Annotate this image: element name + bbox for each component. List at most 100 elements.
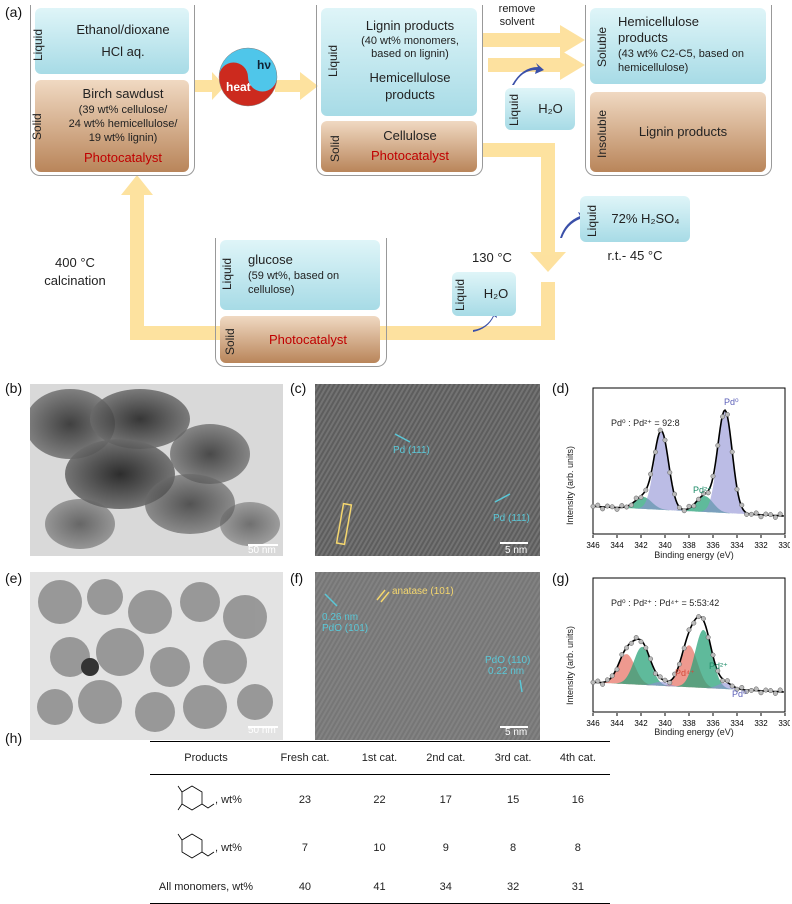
tem-image-c bbox=[315, 384, 540, 556]
x-tick-label: 330 bbox=[778, 719, 790, 728]
beaker1-solid-line4: 19 wt% lignin) bbox=[88, 132, 158, 144]
f-annotation-anatase: anatase (101) bbox=[392, 586, 454, 597]
beaker1-solid-line2: (39 wt% cellulose/ bbox=[78, 104, 168, 116]
xps-d-pd0-label: Pd⁰ bbox=[724, 397, 739, 407]
header-products: Products bbox=[184, 752, 228, 764]
acid-label: 72% H₂SO₄ bbox=[611, 211, 680, 226]
water2-box bbox=[452, 272, 516, 316]
row2-4th: 8 bbox=[574, 841, 581, 854]
catalyst-reuse-table: Products Fresh cat. 1st cat. 2nd cat. 3r… bbox=[150, 741, 610, 904]
data-point bbox=[744, 689, 750, 694]
data-point bbox=[748, 511, 754, 517]
water1-title: Liquid bbox=[507, 93, 521, 126]
water2-title: Liquid bbox=[453, 278, 467, 311]
xps-chart-g: 346 344 342 340 338 336 334 332 330 bbox=[586, 577, 790, 728]
data-point bbox=[590, 503, 596, 509]
c-annotation-pd111-b: Pd (111) bbox=[493, 513, 530, 524]
x-tick-label: 344 bbox=[610, 541, 624, 550]
header-4th: 4th cat. bbox=[559, 752, 596, 764]
data-point bbox=[691, 620, 697, 626]
beaker2-cellulose: Cellulose bbox=[383, 128, 437, 143]
row2-fresh: 7 bbox=[301, 841, 308, 854]
panel-label-f: (f) bbox=[290, 570, 304, 586]
data-point bbox=[600, 681, 606, 687]
beaker-3 bbox=[585, 5, 772, 176]
f-annotation-022nm: 0.22 nm bbox=[488, 666, 525, 677]
data-point bbox=[729, 449, 735, 455]
data-point bbox=[633, 495, 639, 501]
data-point bbox=[734, 686, 740, 692]
beaker3-insoluble-line1: Lignin products bbox=[638, 124, 728, 139]
beaker3-insoluble bbox=[590, 92, 766, 172]
beaker2-liquid-line4: Hemicellulose bbox=[369, 70, 451, 85]
row3-4th: 31 bbox=[571, 880, 584, 893]
data-point bbox=[777, 687, 783, 693]
data-point bbox=[652, 671, 658, 676]
data-point bbox=[590, 679, 596, 685]
beaker2-liquid-title: Liquid bbox=[326, 44, 340, 77]
beaker3-soluble bbox=[590, 8, 766, 84]
row2-3rd: 8 bbox=[510, 841, 517, 854]
table-row: All monomers, wt% 40 41 34 32 31 bbox=[150, 871, 610, 903]
data-point bbox=[672, 671, 678, 677]
beaker3-insoluble-title: Insoluble bbox=[595, 109, 609, 158]
scale-e: 50 nm bbox=[248, 725, 276, 736]
beaker3-soluble-title: Soluble bbox=[595, 26, 609, 67]
data-point bbox=[672, 491, 678, 497]
data-point bbox=[700, 490, 706, 496]
x-tick-label: 338 bbox=[682, 719, 696, 728]
temp-130: 130 °C bbox=[472, 250, 512, 265]
hv-label: hν bbox=[257, 58, 272, 72]
x-tick-label: 336 bbox=[706, 541, 720, 550]
data-point bbox=[748, 687, 754, 693]
data-point bbox=[696, 496, 702, 502]
header-3rd: 3rd cat. bbox=[494, 752, 532, 764]
beaker2-photocatalyst: Photocatalyst bbox=[370, 148, 450, 163]
tem-image-b bbox=[30, 384, 283, 556]
beaker4-liquid bbox=[220, 240, 380, 310]
molecule-propylguaiacol-icon bbox=[177, 833, 215, 858]
data-point bbox=[633, 635, 639, 640]
panel-label-d: (d) bbox=[552, 380, 570, 396]
acid-box bbox=[580, 196, 690, 242]
tem-image-f bbox=[315, 572, 540, 740]
panel-label-a: (a) bbox=[5, 4, 23, 20]
row2-1st: 10 bbox=[373, 841, 386, 854]
arrow-to-reaction bbox=[195, 72, 225, 100]
x-tick-label: 336 bbox=[706, 719, 720, 728]
data-point bbox=[595, 678, 601, 684]
f-annotation-pdo101: PdO (101) bbox=[322, 623, 369, 634]
data-point bbox=[657, 427, 663, 433]
row1-2nd: 17 bbox=[439, 793, 452, 806]
beaker4-solid bbox=[220, 316, 380, 363]
xps-g-pd4-label: Pd⁴⁺ bbox=[675, 668, 695, 678]
data-point bbox=[624, 504, 630, 510]
tem-image-e bbox=[30, 572, 283, 740]
scale-f: 5 nm bbox=[505, 727, 528, 738]
x-tick-label: 338 bbox=[682, 541, 696, 550]
x-tick-label: 346 bbox=[586, 719, 600, 728]
xps-d-pd2-peak bbox=[593, 496, 785, 516]
data-point bbox=[624, 645, 630, 651]
data-point bbox=[772, 690, 778, 696]
x-tick-label: 340 bbox=[658, 719, 672, 728]
x-tick-label: 334 bbox=[730, 541, 744, 550]
beaker3-soluble-line1: Hemicellulose bbox=[618, 14, 699, 29]
beaker2-liquid-line3: based on lignin) bbox=[371, 48, 449, 60]
beaker1-photocatalyst: Photocatalyst bbox=[83, 150, 163, 165]
f-annotation-026nm: 0.26 nm bbox=[322, 612, 359, 623]
data-point bbox=[619, 652, 625, 658]
header-fresh: Fresh cat. bbox=[280, 752, 330, 764]
beaker3-soluble-line2: products bbox=[618, 30, 668, 45]
row1-fresh: 23 bbox=[298, 793, 312, 806]
xps-g-xlabel: Binding energy (eV) bbox=[654, 727, 734, 737]
data-point bbox=[676, 661, 682, 667]
data-point bbox=[768, 688, 774, 694]
x-tick-label: 334 bbox=[730, 719, 744, 728]
data-point bbox=[628, 640, 634, 646]
data-point bbox=[777, 511, 783, 517]
beaker2-solid-title: Solid bbox=[328, 135, 342, 162]
data-point bbox=[696, 614, 702, 620]
xps-g-pd0-label: Pd⁰ bbox=[732, 689, 747, 699]
data-point bbox=[729, 683, 735, 689]
